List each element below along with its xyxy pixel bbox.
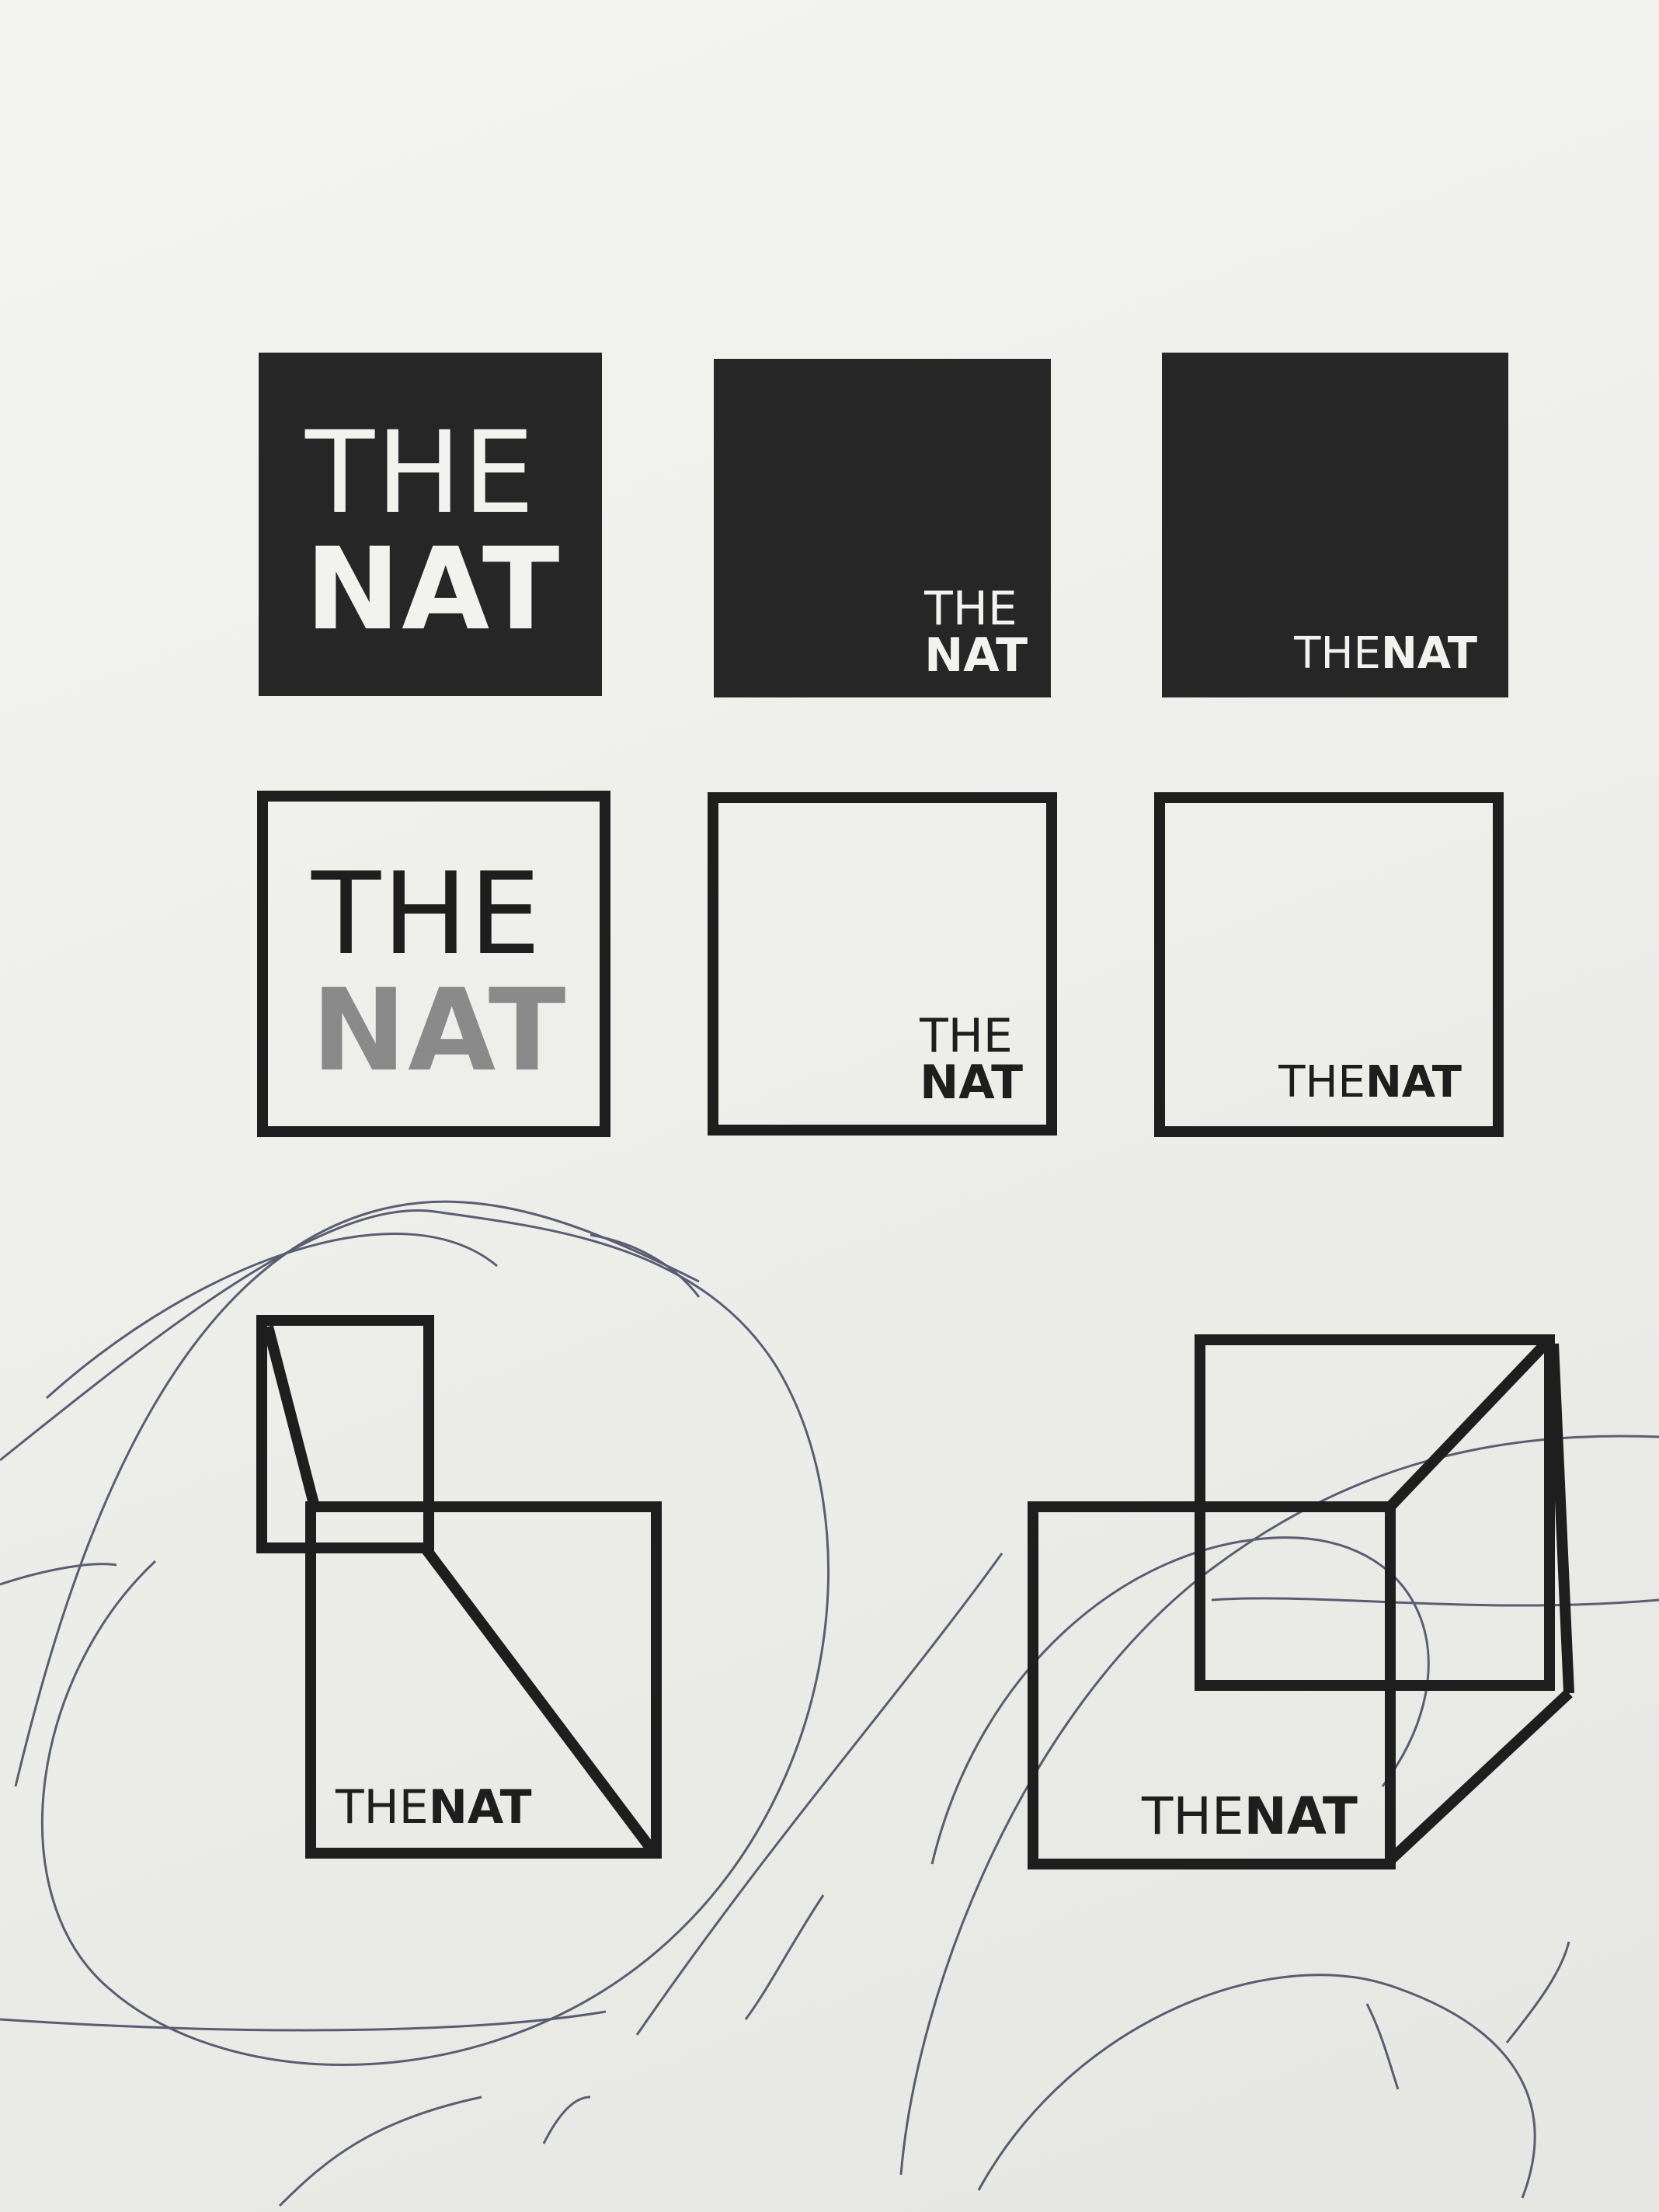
- pen-scribbles: [0, 1200, 1659, 2207]
- logo-word-nat: NAT: [1365, 1057, 1462, 1108]
- chair-shape: [256, 1315, 662, 1859]
- chair-logo-label: THENAT: [336, 1780, 532, 1835]
- logo-word-nat: NAT: [1243, 1786, 1358, 1846]
- logo-outline-large: THE NAT: [257, 791, 610, 1137]
- logo-line-the: THE: [311, 848, 543, 980]
- logo-word-nat: NAT: [1380, 628, 1477, 679]
- cube-logo-label: THENAT: [1142, 1786, 1358, 1846]
- logo-outline-inline: THENAT: [1154, 792, 1504, 1137]
- logo-word-the: THE: [1142, 1786, 1244, 1846]
- logo-line-the: THE: [305, 407, 537, 539]
- logo-line-the: THE: [924, 582, 1017, 636]
- logo-line-nat: NAT: [924, 628, 1028, 683]
- logo-word-the: THE: [1294, 628, 1381, 679]
- logo-line-nat: NAT: [305, 523, 562, 656]
- logo-line-nat: NAT: [311, 965, 568, 1097]
- logo-word-nat: NAT: [428, 1780, 532, 1835]
- logo-word-the: THE: [1278, 1057, 1365, 1108]
- logo-line-nat: NAT: [920, 1056, 1023, 1110]
- cube-shape: [1028, 1334, 1574, 1869]
- logo-line-the: THE: [920, 1009, 1013, 1063]
- logo-solid-large: THE NAT: [259, 353, 602, 696]
- logo-outline-stacked: THE NAT: [708, 792, 1057, 1136]
- logo-word-the: THE: [336, 1780, 429, 1835]
- logo-solid-stacked: THE NAT: [714, 359, 1051, 697]
- logo-solid-inline: THENAT: [1162, 353, 1508, 697]
